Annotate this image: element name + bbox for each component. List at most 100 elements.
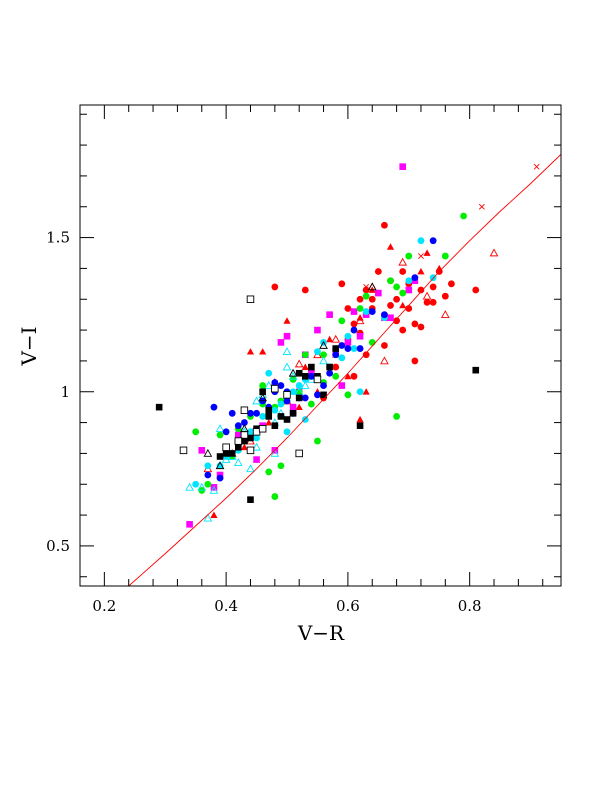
data-point <box>320 391 327 399</box>
data-point <box>355 316 365 325</box>
data-point <box>277 400 285 408</box>
data-point <box>192 428 200 436</box>
data-point <box>405 286 413 294</box>
data-point <box>429 283 437 291</box>
data-point <box>265 369 273 377</box>
data-point <box>301 351 309 359</box>
data-point <box>288 368 298 377</box>
data-point <box>228 450 236 457</box>
data-point <box>282 362 292 371</box>
data-point <box>271 422 279 429</box>
data-point <box>441 252 449 260</box>
data-point <box>300 381 310 389</box>
data-point <box>258 393 268 402</box>
data-point <box>393 413 401 420</box>
data-point <box>240 443 248 451</box>
data-point <box>210 511 218 518</box>
data-point <box>381 221 388 229</box>
data-points <box>155 163 499 528</box>
data-point <box>344 305 352 312</box>
data-point <box>429 237 437 245</box>
data-point <box>314 326 321 334</box>
data-point <box>253 434 260 442</box>
data-point <box>320 351 327 359</box>
data-point <box>350 372 358 380</box>
data-point <box>271 406 279 414</box>
plot-frame <box>79 104 562 587</box>
data-point <box>460 212 467 220</box>
data-point <box>222 443 230 452</box>
data-point <box>216 474 224 482</box>
fit-curve-group <box>128 154 561 586</box>
data-point <box>247 428 254 436</box>
data-point <box>356 422 364 429</box>
data-point <box>338 382 346 389</box>
data-point <box>399 289 407 297</box>
data-point <box>240 419 248 426</box>
data-point <box>350 308 358 315</box>
data-point <box>283 416 291 423</box>
data-point <box>356 388 364 396</box>
data-point <box>344 345 352 352</box>
tick-labels: 0.2 0.4 0.6 0.8 0.5 1 1.5 <box>46 229 481 615</box>
data-point <box>228 409 236 417</box>
data-point <box>271 384 279 393</box>
data-point <box>240 406 249 415</box>
data-point <box>240 424 249 433</box>
y-tick-label: 0.5 <box>46 537 70 555</box>
data-point <box>289 388 297 396</box>
data-point <box>271 379 279 386</box>
data-point <box>295 394 303 402</box>
data-point <box>326 363 333 371</box>
data-point <box>332 351 340 359</box>
data-point <box>277 462 285 470</box>
x-tick-label: 0.8 <box>458 597 482 615</box>
data-point <box>356 295 364 303</box>
data-point <box>259 388 266 396</box>
data-point <box>362 308 370 315</box>
data-point <box>265 468 273 476</box>
data-point <box>265 413 273 420</box>
data-point <box>472 286 480 294</box>
data-point <box>283 332 291 340</box>
y-axis-label: V−I <box>17 326 41 366</box>
data-point <box>422 291 432 300</box>
data-point <box>417 286 425 294</box>
data-point <box>375 289 382 297</box>
data-point <box>301 416 309 423</box>
data-point <box>209 485 219 494</box>
data-point <box>331 334 341 343</box>
data-point <box>381 311 388 319</box>
data-point <box>441 292 449 300</box>
x-tick-label: 0.4 <box>214 597 238 615</box>
data-point <box>259 413 267 420</box>
data-point <box>417 323 425 331</box>
data-point <box>235 443 242 451</box>
data-point <box>247 434 254 442</box>
data-point <box>246 348 255 355</box>
data-point <box>332 363 340 371</box>
data-point <box>423 249 431 256</box>
data-point <box>393 283 401 291</box>
data-point <box>380 356 389 365</box>
data-point <box>374 268 382 275</box>
data-point <box>320 382 327 389</box>
data-point <box>314 391 321 399</box>
data-point <box>186 521 193 528</box>
data-point <box>216 462 224 470</box>
data-point <box>259 348 267 355</box>
data-point <box>252 442 261 451</box>
data-point <box>265 418 273 426</box>
data-point <box>435 264 443 272</box>
data-point <box>241 437 248 445</box>
data-point <box>393 295 401 303</box>
data-point <box>247 496 254 503</box>
data-point <box>197 482 207 491</box>
data-point <box>332 345 340 352</box>
data-point <box>338 342 346 349</box>
data-point <box>399 301 407 309</box>
data-point <box>222 428 230 436</box>
data-point <box>295 388 303 396</box>
data-point <box>387 314 394 322</box>
data-point <box>344 339 352 346</box>
